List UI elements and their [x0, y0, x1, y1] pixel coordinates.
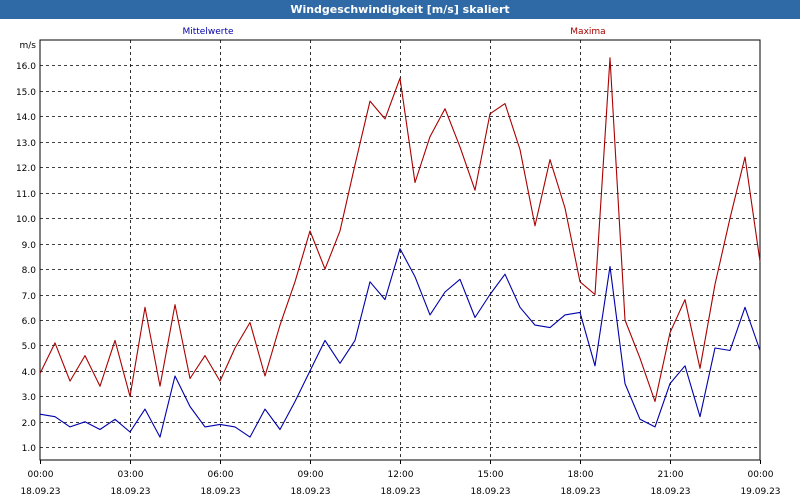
x-tick-date: 18.09.23: [380, 487, 420, 497]
x-tick-time: 06:00: [208, 470, 234, 480]
y-tick-label: 4.0: [22, 368, 37, 378]
y-tick-label: 12.0: [16, 164, 36, 174]
y-tick-label: 6.0: [22, 317, 37, 327]
y-tick-label: 5.0: [22, 342, 37, 352]
y-tick-label: 8.0: [22, 266, 37, 276]
y-tick-label: 9.0: [22, 241, 37, 251]
x-tick-date: 18.09.23: [560, 487, 600, 497]
x-tick-date: 18.09.23: [290, 487, 330, 497]
y-tick-label: 11.0: [16, 190, 36, 200]
x-tick-date: 18.09.23: [20, 487, 60, 497]
y-tick-label: 1.0: [22, 444, 37, 454]
x-tick-date: 19.09.23: [740, 487, 780, 497]
y-tick-label: 13.0: [16, 139, 36, 149]
x-tick-date: 18.09.23: [200, 487, 240, 497]
x-tick-time: 12:00: [388, 470, 414, 480]
x-tick-date: 18.09.23: [470, 487, 510, 497]
y-tick-label: 3.0: [22, 393, 37, 403]
x-tick-time: 15:00: [478, 470, 504, 480]
legend-max: Maxima: [570, 27, 605, 37]
y-tick-label: 7.0: [22, 292, 37, 302]
x-tick-date: 18.09.23: [650, 487, 690, 497]
x-tick-time: 18:00: [568, 470, 594, 480]
x-tick-time: 03:00: [118, 470, 144, 480]
y-axis-label: m/s: [20, 41, 37, 51]
y-tick-label: 2.0: [22, 419, 37, 429]
legend-mean: Mittelwerte: [182, 27, 233, 37]
x-tick-time: 00:00: [748, 470, 774, 480]
y-tick-label: 14.0: [16, 113, 36, 123]
series-line-max: [39, 57, 761, 403]
y-tick-label: 16.0: [16, 62, 36, 72]
x-tick-time: 21:00: [658, 470, 684, 480]
x-tick-time: 09:00: [298, 470, 324, 480]
y-tick-label: 15.0: [16, 88, 36, 98]
y-tick-label: 10.0: [16, 215, 36, 225]
chart-title: Windgeschwindigkeit [m/s] skaliert: [0, 0, 800, 19]
series-line-mean: [39, 248, 761, 438]
x-tick-time: 00:00: [28, 470, 54, 480]
x-tick-date: 18.09.23: [110, 487, 150, 497]
